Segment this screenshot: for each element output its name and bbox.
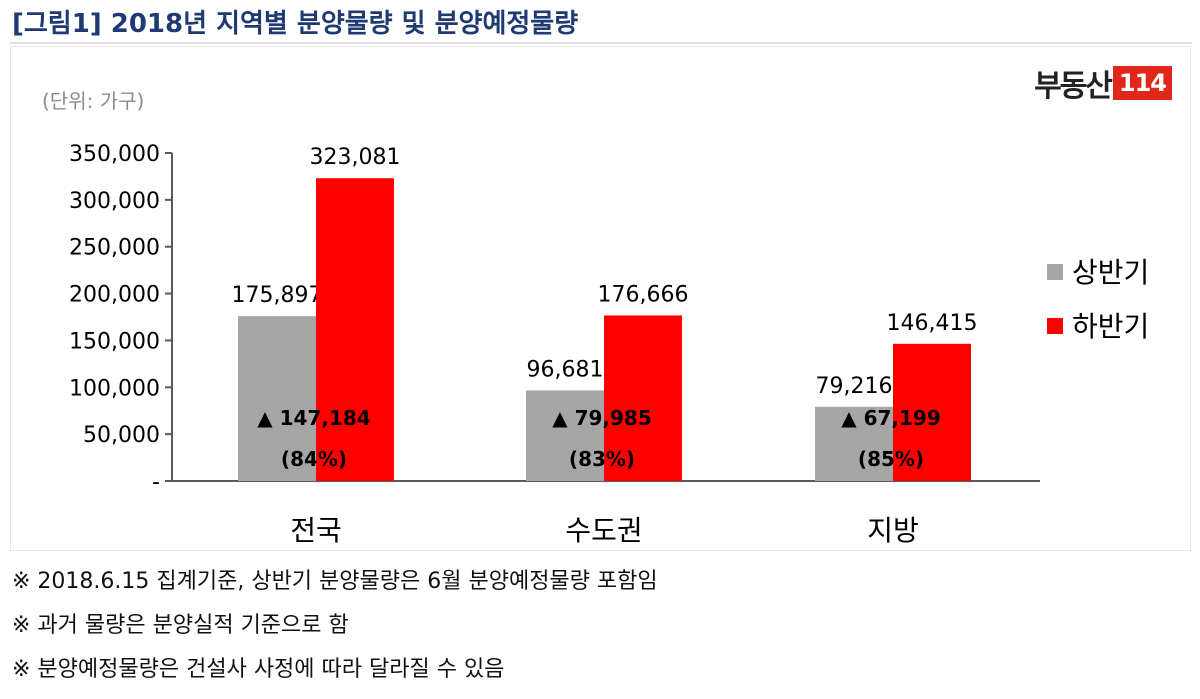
data-label: 323,081 <box>310 145 401 170</box>
bar-second-half <box>316 178 394 482</box>
y-tick-label: 100,000 <box>69 376 160 401</box>
increase-percent-annotation: (85%) <box>858 447 924 471</box>
increase-annotation: ▲ 79,985 <box>552 406 652 430</box>
unit-label: (단위: 가구) <box>42 89 144 113</box>
data-label: 146,415 <box>887 311 978 336</box>
data-label: 79,216 <box>816 374 893 399</box>
legend-entry: 상반기 <box>1072 256 1149 289</box>
y-tick-label: 150,000 <box>69 329 160 354</box>
footnote-3: ※ 분양예정물량은 건설사 사정에 따라 달라질 수 있음 <box>12 657 505 682</box>
x-tick-label: 지방 <box>867 514 919 547</box>
brand-logo-badge: 114 <box>1112 66 1172 100</box>
bar-chart: (단위: 가구) - 50,000 100,000 150,000 200,000 250,… <box>42 89 1149 547</box>
chart-title: [그림1] 2018년 지역별 분양물량 및 분양예정물량 <box>12 9 579 39</box>
data-label: 96,681 <box>527 357 604 382</box>
legend-entry: 하반기 <box>1072 310 1149 343</box>
y-tick-label: 250,000 <box>69 236 160 261</box>
brand-logo-text: 부동산 <box>1034 69 1113 104</box>
bar-first-half <box>526 390 604 481</box>
y-tick-label: 50,000 <box>83 423 160 448</box>
y-tick-label: 200,000 <box>69 283 160 308</box>
y-tick-label: - <box>152 470 160 495</box>
brand-logo: 부동산 114 <box>1034 61 1172 105</box>
title-divider <box>10 42 1192 44</box>
increase-annotation: ▲ 147,184 <box>257 406 370 430</box>
y-tick-label: 300,000 <box>69 189 160 214</box>
footnote-1: ※ 2018.6.15 집계기준, 상반기 분양물량은 6월 분양예정물량 포함… <box>12 569 658 594</box>
x-tick-label: 전국 <box>290 514 342 547</box>
bar-first-half <box>815 406 893 481</box>
bar-first-half <box>238 316 316 481</box>
increase-annotation: ▲ 67,199 <box>841 406 941 430</box>
footnote-2: ※ 과거 물량은 분양실적 기준으로 함 <box>12 613 349 638</box>
legend-swatch <box>1047 318 1063 334</box>
data-label: 175,897 <box>232 283 323 308</box>
bar-second-half <box>893 343 971 481</box>
legend-swatch <box>1047 264 1063 280</box>
data-label: 176,666 <box>598 282 689 307</box>
bar-second-half <box>604 315 682 481</box>
footnotes: ※ 2018.6.15 집계기준, 상반기 분양물량은 6월 분양예정물량 포함… <box>12 560 658 692</box>
increase-percent-annotation: (84%) <box>281 447 347 471</box>
y-tick-label: 350,000 <box>69 142 160 167</box>
x-tick-label: 수도권 <box>565 514 642 547</box>
increase-percent-annotation: (83%) <box>569 447 635 471</box>
